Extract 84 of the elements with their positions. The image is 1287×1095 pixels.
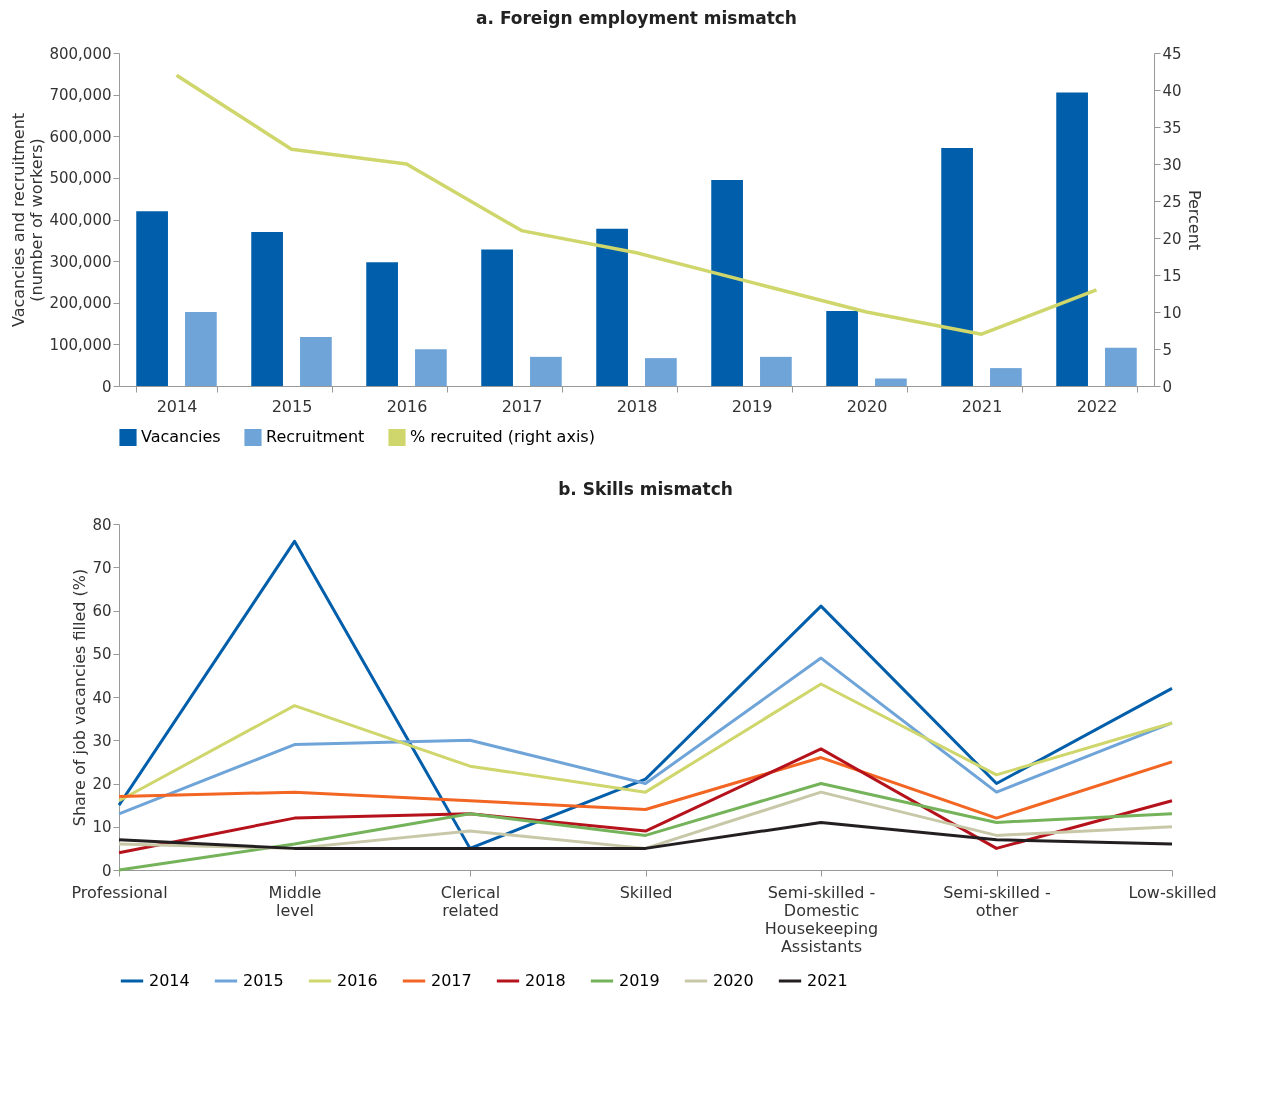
y-tick-label: 20	[92, 775, 112, 793]
x-tick-label: 2018	[616, 396, 658, 416]
y-tick-label: 10	[92, 818, 112, 837]
legend-label: 2019	[619, 971, 660, 990]
line-series	[174, 73, 1099, 336]
x-tick-label: Middle level	[268, 882, 322, 920]
bar	[875, 378, 907, 386]
y2-tick-label: 0	[1162, 377, 1173, 396]
y2-tick-label: 40	[1162, 81, 1182, 100]
y-tick-label: 50	[92, 645, 112, 664]
x-tick-label: 2015	[271, 396, 313, 416]
y-tick-label: 600,000	[49, 127, 112, 146]
legend-label: 2014	[149, 971, 190, 990]
x-tick-label: 2017	[501, 396, 543, 416]
y2-tick-label: 25	[1162, 192, 1182, 211]
y-tick-label: 200,000	[49, 294, 112, 313]
y-tick-label: 80	[92, 515, 112, 534]
x-tick-label: Clerical related	[440, 882, 501, 920]
x-tick-label: Semi-skilled - Domestic Housekeeping Assistants	[764, 882, 879, 956]
y2-tick-label: 35	[1162, 118, 1182, 137]
bar	[366, 262, 398, 386]
x-tick-label: 2020	[846, 396, 888, 416]
x-tick-label: Professional	[71, 882, 168, 902]
bar	[645, 358, 677, 386]
y2-tick-label: 10	[1162, 303, 1182, 322]
x-tick-label: 2022	[1076, 396, 1118, 416]
y2-tick-label: 5	[1162, 340, 1173, 359]
x-tick-label: 2014	[156, 396, 198, 416]
bar	[760, 356, 792, 386]
legend-label: 2020	[713, 971, 754, 990]
x-tick-label: Skilled	[619, 882, 673, 902]
x-tick-label: 2021	[961, 396, 1003, 416]
bar	[530, 356, 562, 386]
bar	[1056, 92, 1088, 386]
bar	[711, 179, 743, 386]
bar	[136, 211, 168, 386]
y2-axis-title: Percent	[1184, 189, 1204, 251]
y-axis-title: Share of job vacancies filled (%)	[70, 568, 90, 827]
line-series	[117, 820, 1174, 850]
y2-tick-label: 30	[1162, 155, 1182, 174]
legend-label: Recruitment	[266, 427, 365, 447]
x-tick-label: Low-skilled	[1128, 882, 1217, 902]
bar	[990, 368, 1022, 386]
legend-label: Vacancies	[141, 427, 221, 447]
legend-label: 2015	[243, 971, 284, 990]
chart-title: a. Foreign employment mismatch	[476, 8, 797, 28]
bar	[251, 231, 283, 386]
y-tick-label: 0	[101, 377, 112, 396]
x-tick-label: 2019	[731, 396, 773, 416]
y-tick-label: 400,000	[49, 211, 112, 229]
y-tick-label: 30	[92, 731, 112, 750]
y2-tick-label: 15	[1162, 266, 1182, 285]
bar	[941, 147, 973, 386]
y-tick-label: 0	[101, 861, 112, 880]
bar	[415, 349, 447, 386]
y-tick-label: 300,000	[49, 252, 112, 271]
y-axis-title: Vacancies and recruitment (number of workers)	[9, 112, 47, 328]
y-tick-label: 70	[92, 558, 112, 577]
legend-label: 2018	[525, 971, 566, 990]
x-tick-label: 2016	[386, 396, 428, 416]
legend-label: 2017	[431, 971, 472, 990]
y-tick-label: 800,000	[49, 44, 112, 63]
x-tick-label: Semi-skilled - other	[943, 882, 1051, 920]
line-series	[117, 539, 1174, 850]
bar	[1105, 347, 1137, 386]
y-tick-label: 60	[92, 602, 112, 620]
y2-tick-label: 45	[1162, 44, 1182, 63]
bar	[596, 228, 628, 386]
bar	[300, 336, 332, 386]
bar	[826, 311, 858, 386]
bar	[481, 249, 513, 386]
line-series	[117, 756, 1174, 820]
y-tick-label: 40	[92, 688, 112, 707]
chart-title: b. Skills mismatch	[558, 479, 733, 499]
y-tick-label: 700,000	[49, 86, 112, 105]
line-series	[117, 682, 1174, 803]
y-tick-label: 100,000	[49, 335, 112, 354]
legend-label: 2021	[807, 971, 848, 990]
bar	[185, 311, 217, 386]
legend-label: % recruited (right axis)	[410, 427, 595, 447]
line-series	[117, 790, 1174, 850]
legend-label: 2016	[337, 971, 378, 990]
y-tick-label: 500,000	[49, 169, 112, 188]
y2-tick-label: 20	[1162, 229, 1182, 248]
